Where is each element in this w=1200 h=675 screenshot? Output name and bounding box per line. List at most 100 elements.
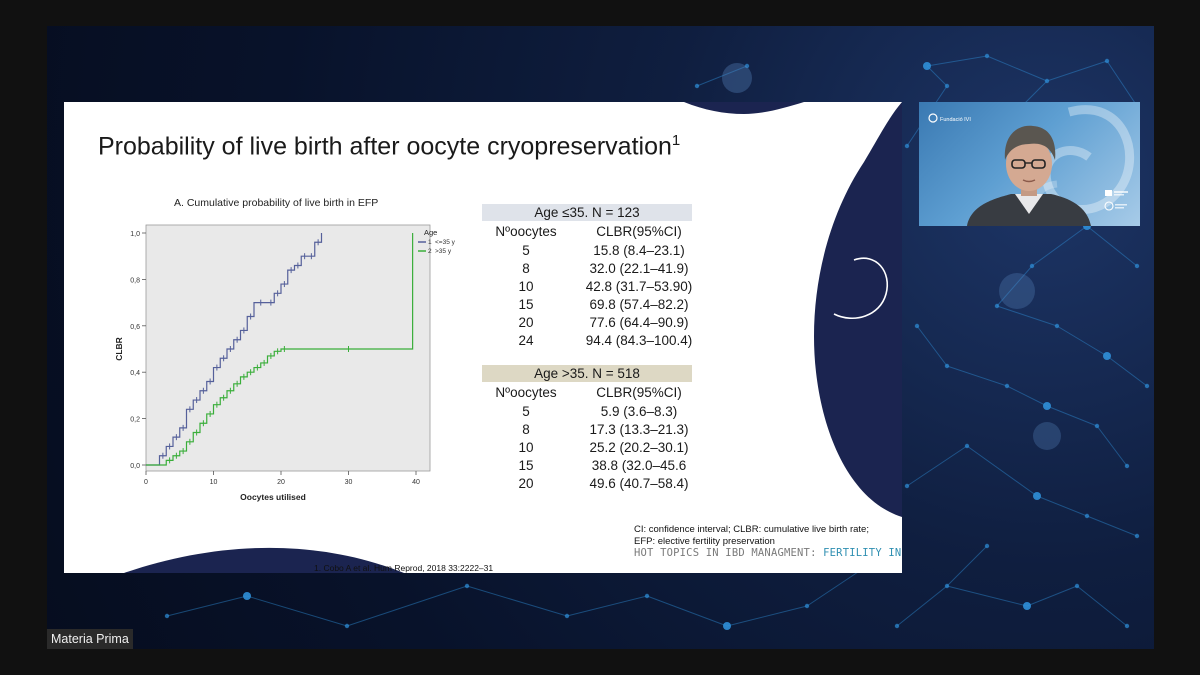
bokeh-circle bbox=[999, 273, 1035, 309]
network-edge bbox=[926, 55, 988, 67]
series-1 bbox=[146, 233, 323, 466]
y-tick-label: 0,2 bbox=[130, 417, 140, 424]
network-edge bbox=[1106, 355, 1148, 387]
x-tick-label: 0 bbox=[144, 479, 148, 486]
cell-oocytes: 15 bbox=[518, 297, 534, 312]
network-node bbox=[1144, 383, 1150, 389]
network-edge bbox=[916, 325, 948, 367]
y-axis-label: CLBR bbox=[114, 337, 124, 361]
x-tick-label: 40 bbox=[412, 479, 420, 486]
glasses-icon bbox=[1011, 159, 1046, 169]
legend: Age 1 <=35 y2 >35 y bbox=[418, 228, 456, 255]
cell-oocytes: 15 bbox=[518, 458, 534, 473]
cell-clbr: 5.9 (3.6–8.3) bbox=[600, 404, 678, 419]
cell-clbr: 25.2 (20.2–30.1) bbox=[589, 440, 689, 455]
navy-wave-bottom bbox=[124, 547, 404, 573]
speaker-video: Fundació IVI bbox=[928, 105, 1135, 226]
cell-clbr: 77.6 (64.4–90.9) bbox=[589, 315, 689, 330]
network-edge bbox=[896, 585, 948, 627]
network-node bbox=[944, 363, 950, 369]
logo-text: Fundació IVI bbox=[940, 117, 971, 123]
network-node bbox=[1124, 623, 1130, 629]
footnote: CI: confidence interval; CLBR: cumulativ… bbox=[634, 524, 869, 548]
reference: 1. Cobo A et al. Hum Reprod, 2018 33:222… bbox=[314, 563, 494, 573]
legend-code: 2 bbox=[428, 248, 432, 255]
series-line bbox=[146, 233, 323, 466]
table-row: 5 15.8 (8.4–23.1) bbox=[482, 242, 712, 259]
slide-graphics: A. Cumulative probability of live birth … bbox=[114, 102, 902, 573]
network-edge bbox=[346, 585, 468, 627]
y-tick-label: 0,0 bbox=[130, 463, 140, 470]
network-node bbox=[1104, 58, 1110, 64]
network-edge bbox=[1096, 425, 1128, 467]
network-edge bbox=[696, 65, 748, 87]
network-edge bbox=[1076, 585, 1128, 627]
network-node bbox=[1124, 463, 1130, 469]
cell-oocytes: 24 bbox=[518, 333, 534, 348]
y-tick-label: 0,4 bbox=[130, 370, 140, 377]
sponsor-logos bbox=[1104, 190, 1128, 211]
cell-oocytes: 8 bbox=[522, 422, 530, 437]
white-swirl-decor bbox=[833, 257, 889, 319]
network-edge bbox=[466, 585, 568, 617]
network-node bbox=[694, 83, 700, 89]
speaker-video-tile[interactable]: Fundació IVI bbox=[919, 102, 1140, 226]
table-row: 8 17.3 (13.3–21.3) bbox=[482, 421, 712, 438]
footnote-line-1: CI: confidence interval; CLBR: cumulativ… bbox=[634, 524, 869, 535]
legend-title: Age bbox=[424, 228, 437, 237]
network-edge bbox=[946, 365, 1008, 387]
cell-clbr: 69.8 (57.4–82.2) bbox=[589, 297, 689, 312]
network-node bbox=[923, 62, 931, 70]
chart-title: A. Cumulative probability of live birth … bbox=[174, 197, 378, 209]
network-edge bbox=[986, 55, 1048, 82]
network-node bbox=[1074, 583, 1080, 589]
x-tick-label: 20 bbox=[277, 479, 285, 486]
network-node bbox=[344, 623, 350, 629]
speaker-hair bbox=[1004, 125, 1056, 160]
network-node bbox=[1029, 263, 1035, 269]
table-row: 15 69.8 (57.4–82.2) bbox=[482, 296, 712, 313]
table-row: 8 32.0 (22.1–41.9) bbox=[482, 260, 712, 277]
network-node bbox=[1043, 402, 1051, 410]
navy-wave-right bbox=[814, 102, 902, 517]
slide-title-text: Probability of live birth after oocyte c… bbox=[98, 132, 672, 161]
plot-area bbox=[145, 224, 431, 472]
cell-oocytes: 8 bbox=[522, 261, 530, 276]
bokeh-circle bbox=[1033, 422, 1061, 450]
network-edge bbox=[246, 595, 348, 627]
network-edge bbox=[996, 265, 1033, 307]
slide-title: Probability of live birth after oocyte c… bbox=[98, 132, 680, 161]
network-edge bbox=[1046, 60, 1108, 82]
network-node bbox=[744, 63, 750, 69]
network-edge bbox=[566, 595, 648, 617]
network-node bbox=[243, 592, 251, 600]
network-node bbox=[944, 583, 950, 589]
y-tick-label: 1,0 bbox=[130, 231, 140, 238]
column-header-clbr: CLBR(95%CI) bbox=[596, 224, 682, 239]
bokeh-circle bbox=[722, 63, 752, 93]
network-edge bbox=[1031, 225, 1088, 267]
table-column-headers: Nºoocytes CLBR(95%CI) bbox=[482, 384, 712, 401]
cell-oocytes: 10 bbox=[518, 279, 534, 294]
table-age-over-35: Age >35. N = 518 Nºoocytes CLBR(95%CI) 5 5.9… bbox=[482, 365, 722, 495]
network-edge bbox=[1056, 325, 1108, 357]
network-edge bbox=[966, 445, 1038, 497]
cell-clbr: 94.4 (84.3–100.4) bbox=[585, 333, 693, 348]
speaker-face bbox=[1006, 137, 1052, 191]
event-banner: HOT TOPICS IN IBD MANAGMENT: FERTILITY I… bbox=[634, 547, 902, 559]
banner-part-2: FERTILITY IN THE SPOTLIGHT bbox=[823, 547, 902, 559]
network-node bbox=[804, 603, 810, 609]
network-node bbox=[944, 83, 950, 89]
network-edge bbox=[946, 545, 988, 587]
network-edge bbox=[946, 585, 1028, 607]
x-tick-label: 10 bbox=[210, 479, 218, 486]
network-node bbox=[1004, 383, 1010, 389]
network-node bbox=[1054, 323, 1060, 329]
speaker-shirt bbox=[1015, 194, 1043, 214]
table-row: 20 77.6 (64.4–90.9) bbox=[482, 314, 712, 331]
table-column-headers: Nºoocytes CLBR(95%CI) bbox=[482, 223, 712, 240]
network-edge bbox=[1106, 60, 1138, 107]
network-node bbox=[564, 613, 570, 619]
network-edge bbox=[1086, 515, 1138, 537]
network-edge bbox=[926, 65, 948, 87]
